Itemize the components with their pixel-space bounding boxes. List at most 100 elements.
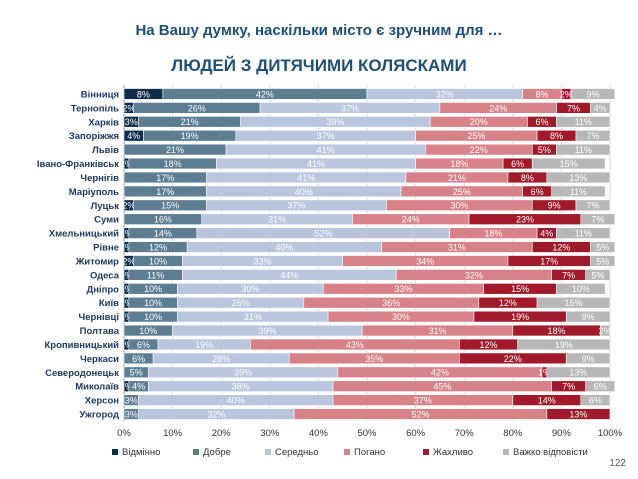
data-label: 17% [156,173,174,183]
data-label: 19% [511,312,529,322]
data-label: 14% [538,396,556,406]
legend-swatch [193,449,199,455]
category-label: Кропивницький [44,340,119,351]
data-label: 40% [227,396,245,406]
data-label: 10% [139,326,157,336]
bar-segment [590,241,616,253]
x-tick-label: 20% [212,428,232,439]
data-label: 1% [538,368,551,378]
data-label: 5% [130,368,143,378]
data-label: 6% [511,159,524,169]
data-label: 8% [550,131,563,141]
x-tick-label: 60% [406,428,426,439]
legend-label: Погано [354,447,385,458]
x-tick-label: 80% [503,428,523,439]
data-label: 13% [569,409,587,419]
category-label: Херсон [85,396,120,407]
data-label: 3% [125,396,138,406]
legend-label: Добре [203,447,231,458]
data-label: 39% [234,368,252,378]
category-label: Рівне [93,243,119,254]
data-label: 2% [122,103,135,113]
data-label: 33% [254,256,272,266]
bar-segment [575,129,611,142]
data-label: 37% [414,396,432,406]
data-label: 7% [562,270,575,280]
data-label: 7% [591,215,604,225]
data-label: 2% [122,256,135,266]
data-label: 31% [268,215,286,225]
bar-segment [551,185,606,198]
category-label: Івано-Франківськ [37,159,119,170]
data-label: 1% [120,159,133,169]
data-label: 1% [120,340,133,350]
data-label: 9% [586,89,599,99]
bar-segment [565,352,611,365]
category-label: Черкаси [80,354,119,365]
data-label: 14% [154,229,172,239]
x-tick-label: 10% [163,428,183,439]
category-label: Хмельницький [49,229,119,240]
data-label: 42% [256,89,274,99]
data-label: 26% [232,298,250,308]
data-label: 4% [132,382,145,392]
data-label: 12% [149,242,167,252]
bar-segment [546,408,611,420]
category-label: Полтава [80,326,120,337]
x-tick-label: 90% [552,428,572,439]
data-label: 12% [479,340,497,350]
data-label: 52% [411,409,429,419]
bar-segment [590,102,611,114]
data-label: 41% [307,159,325,169]
data-label: 12% [499,298,517,308]
data-label: 7% [562,382,575,392]
bar-segment [531,157,606,170]
x-tick-label: 50% [357,428,377,439]
data-label: 4% [127,131,140,141]
data-label: 1% [120,312,133,322]
legend-label: Важко відповісти [513,447,588,458]
data-label: 41% [317,145,335,155]
data-label: 1% [120,298,133,308]
data-label: 6% [132,354,145,364]
data-label: 20% [470,117,488,127]
data-label: 15% [565,298,583,308]
legend-swatch [344,449,350,455]
bar-segment [517,338,611,351]
data-label: 32% [207,409,225,419]
data-label: 6% [594,382,607,392]
legend-swatch [503,449,509,455]
data-label: 17% [156,187,174,197]
data-label: 33% [394,284,412,294]
data-label: 6% [137,340,150,350]
bar-segment [585,269,611,281]
data-label: 30% [241,284,259,294]
x-tick-label: 30% [260,428,280,439]
data-label: 18% [450,159,468,169]
data-label: 1% [120,229,133,239]
category-label: Дніпро [87,284,120,295]
data-label: 37% [341,103,359,113]
data-label: 11% [570,187,587,197]
data-label: 39% [258,326,276,336]
data-label: 13% [569,368,587,378]
data-label: 5% [591,270,604,280]
bar-segment [590,255,616,267]
bar-segment [556,283,606,295]
data-label: 37% [288,201,306,211]
bar-segment [536,296,611,309]
data-label: 30% [392,312,410,322]
data-label: 15% [511,284,529,294]
data-label: 44% [280,270,298,280]
data-label: 5% [596,256,609,266]
data-label: 18% [484,229,502,239]
data-label: 16% [154,215,172,225]
bar-segment [580,213,616,225]
data-label: 2% [560,89,573,99]
data-label: 23% [516,215,534,225]
data-label: 9% [548,201,561,211]
data-label: 5% [538,145,551,155]
data-label: 35% [365,354,383,364]
data-label: 11% [575,229,592,239]
